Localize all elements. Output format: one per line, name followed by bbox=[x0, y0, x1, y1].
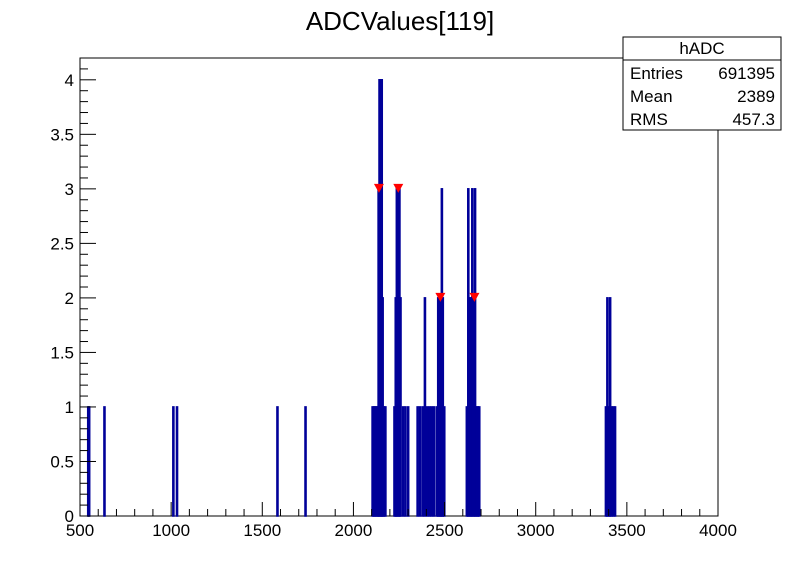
stats-rms-value: 457.3 bbox=[732, 110, 775, 129]
histogram-bin bbox=[399, 297, 402, 517]
histogram-bin bbox=[406, 406, 410, 517]
stats-mean-label: Mean bbox=[630, 87, 673, 106]
peak-marker bbox=[373, 183, 384, 193]
peak-markers bbox=[373, 183, 480, 302]
x-tick-label: 1500 bbox=[243, 521, 281, 540]
x-tick-label: 1000 bbox=[152, 521, 190, 540]
stats-entries-label: Entries bbox=[630, 64, 683, 83]
y-tick-label: 3.5 bbox=[50, 125, 74, 144]
x-tick-label: 4000 bbox=[699, 521, 737, 540]
histogram-bin bbox=[404, 406, 407, 517]
histogram-bin bbox=[418, 406, 422, 517]
histogram-bin bbox=[613, 406, 617, 517]
histogram-bin bbox=[425, 406, 429, 517]
x-tick-label: 2000 bbox=[335, 521, 373, 540]
histogram-bin bbox=[384, 406, 387, 517]
stats-rms-label: RMS bbox=[630, 110, 668, 129]
y-tick-label: 1.5 bbox=[50, 343, 74, 362]
chart-title: ADCValues[119] bbox=[306, 6, 494, 36]
stats-box: hADC Entries 691395 Mean 2389 RMS 457.3 bbox=[622, 36, 782, 131]
histogram-bin bbox=[432, 406, 436, 517]
histogram-bin bbox=[401, 406, 405, 517]
histogram-bin bbox=[421, 406, 425, 517]
histogram-bin bbox=[423, 297, 427, 517]
histogram-bin bbox=[442, 406, 446, 517]
histogram-bin bbox=[103, 406, 106, 517]
y-tick-label: 2 bbox=[65, 289, 74, 308]
stats-entries-value: 691395 bbox=[718, 64, 775, 83]
y-axis: 0 0.5 1 1.5 2 2.5 3 3.5 4 bbox=[50, 57, 96, 526]
peak-marker bbox=[435, 292, 446, 302]
y-tick-label: 3 bbox=[65, 180, 74, 199]
histogram-bin bbox=[610, 406, 613, 517]
histogram-bin bbox=[175, 406, 179, 517]
histogram-bin bbox=[428, 406, 431, 517]
x-tick-label: 500 bbox=[66, 521, 94, 540]
peak-marker bbox=[393, 183, 404, 193]
y-tick-label: 1 bbox=[65, 398, 74, 417]
histogram-bin bbox=[430, 406, 434, 517]
stats-box-frame bbox=[622, 36, 782, 131]
y-tick-label: 2.5 bbox=[50, 234, 74, 253]
peak-marker bbox=[469, 292, 480, 302]
histogram-bin bbox=[304, 406, 307, 517]
y-tick-label: 4 bbox=[65, 71, 74, 90]
histogram-bin bbox=[276, 406, 279, 517]
histogram-bin bbox=[611, 406, 615, 517]
histogram-bin bbox=[473, 188, 477, 517]
histogram-bin bbox=[172, 406, 175, 517]
x-axis: 500 1000 1500 2000 2500 3000 3500 4000 bbox=[66, 502, 737, 540]
histogram-bin bbox=[416, 406, 419, 517]
histogram-bars bbox=[86, 79, 617, 517]
x-tick-label: 3000 bbox=[517, 521, 555, 540]
stats-mean-value: 2389 bbox=[737, 87, 775, 106]
y-tick-label: 0 bbox=[65, 507, 74, 526]
x-tick-label: 3500 bbox=[608, 521, 646, 540]
y-tick-label: 0.5 bbox=[50, 452, 74, 471]
x-tick-label: 2500 bbox=[426, 521, 464, 540]
histogram-bin bbox=[477, 406, 481, 517]
stats-title: hADC bbox=[679, 39, 724, 58]
